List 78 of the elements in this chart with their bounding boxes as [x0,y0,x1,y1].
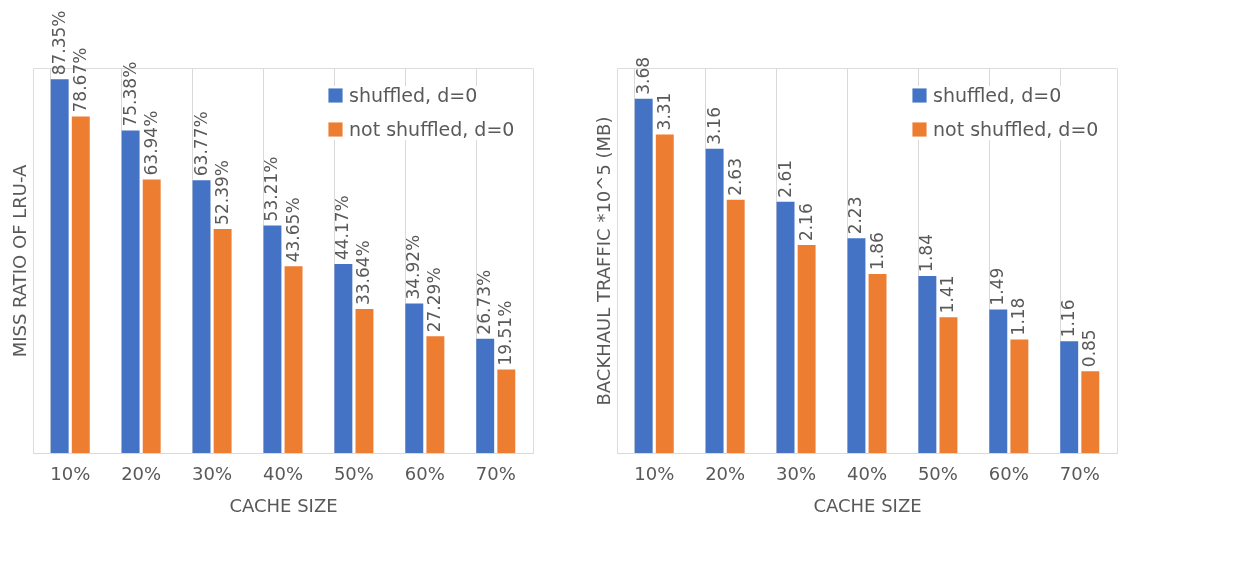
x-tick-label: 70% [1059,462,1100,484]
x-tick-label: 50% [333,462,374,484]
bar [497,369,516,453]
bar [868,273,887,453]
bar [121,130,140,453]
x-tick-label: 70% [475,462,516,484]
bar [213,228,232,453]
bar [334,264,353,453]
bar [263,225,282,453]
data-label: 2.23 [845,196,866,235]
x-tick-label: 10% [634,462,675,484]
data-label: 1.18 [1008,297,1029,336]
data-label: 27.29% [424,267,445,333]
bar [655,134,674,453]
x-tick-label: 10% [50,462,91,484]
bar [726,199,745,453]
data-label: 33.64% [353,240,374,306]
data-label: 34.92% [403,234,424,300]
x-axis-title: CACHE SIZE [813,494,922,516]
x-tick-label: 20% [121,462,162,484]
data-label: 2.63 [724,158,745,196]
data-label: 43.65% [282,197,303,263]
bar [192,180,211,453]
data-label: 44.17% [332,195,353,261]
x-tick-label: 20% [705,462,746,484]
y-axis-title: MISS RATIO OF LRU-A [8,163,30,358]
bar [797,245,816,453]
bar [989,309,1008,453]
bar [847,238,866,453]
bar [634,98,653,453]
x-tick-label: 50% [917,462,958,484]
bar [476,338,495,453]
bar [426,336,445,453]
legend-label: shuffled, d=0 [933,83,1062,106]
bar [50,79,69,453]
bar [71,116,90,453]
x-tick-label: 30% [192,462,233,484]
x-tick-label: 40% [846,462,888,484]
data-label: 1.16 [1058,299,1079,338]
bar [284,266,303,453]
x-tick-label: 30% [776,462,817,484]
x-tick-label: 60% [988,462,1029,484]
data-label: 2.16 [795,203,816,242]
bar [918,275,937,453]
bar [705,148,724,453]
data-label: 52.39% [211,160,232,225]
bar [405,303,424,453]
data-label: 63.77% [190,111,211,177]
bar [355,309,374,453]
bar [1081,371,1100,453]
bar [1010,339,1029,453]
x-tick-label: 40% [262,462,304,484]
legend-label: shuffled, d=0 [349,83,478,106]
data-label: 3.16 [703,106,724,145]
bar [142,179,161,453]
data-label: 53.21% [261,156,282,222]
data-label: 3.68 [632,56,653,95]
data-label: 3.31 [653,92,674,131]
data-label: 19.51% [495,300,516,366]
x-axis-title: CACHE SIZE [229,494,338,516]
bar [776,201,795,453]
data-label: 26.73% [474,269,495,335]
y-axis-title: BACKHAUL TRAFFIC *10^5 (MB) [592,116,614,406]
data-label: 1.86 [866,232,887,270]
bar [1060,341,1079,453]
data-label: 1.49 [987,267,1008,306]
x-tick-label: 60% [404,462,445,484]
legend-label: not shuffled, d=0 [933,117,1099,140]
bar [939,317,958,453]
legend-label: not shuffled, d=0 [349,117,515,140]
data-label: 1.84 [916,234,937,272]
data-label: 75.38% [119,61,140,127]
data-label: 78.67% [69,47,90,113]
data-label: 1.41 [937,275,958,314]
data-label: 2.61 [774,159,795,198]
data-label: 63.94% [140,110,161,176]
data-label: 0.85 [1079,329,1100,368]
data-label: 87.35% [48,10,69,76]
